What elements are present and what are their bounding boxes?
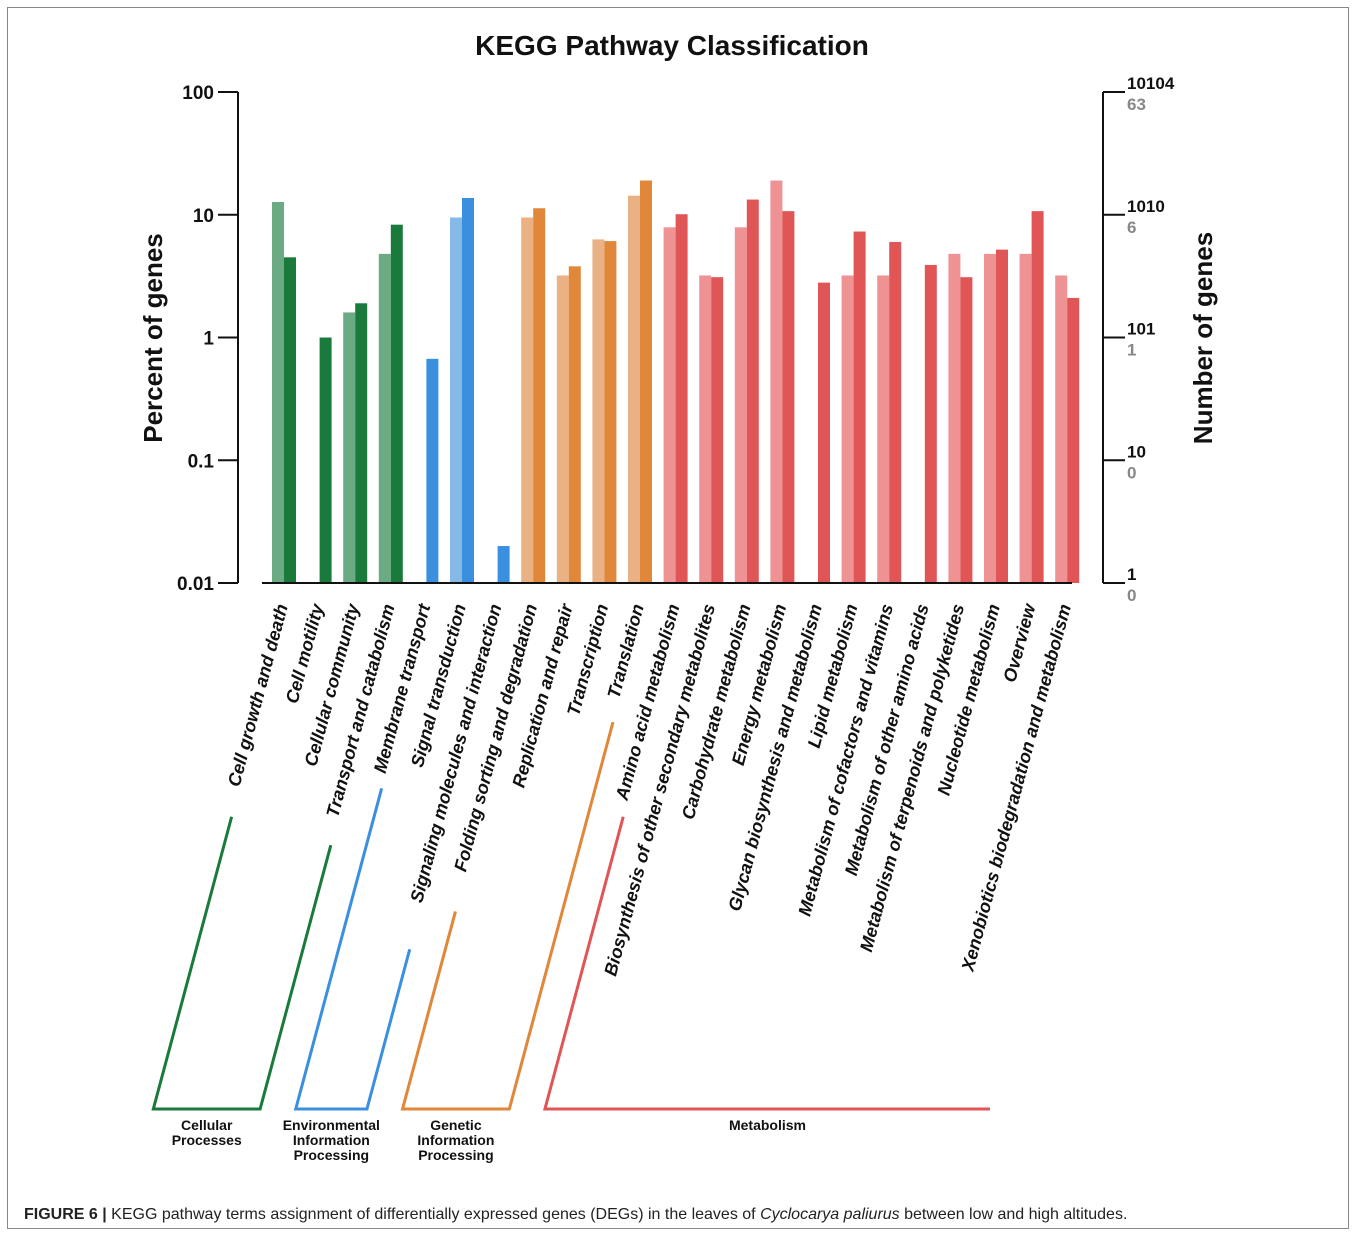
- group-bracket: [151, 816, 333, 1111]
- right-tick-label-total: 101: [1127, 320, 1155, 339]
- caption-label: FIGURE 6 |: [24, 1206, 107, 1223]
- right-tick-label-total: 10: [1127, 442, 1146, 461]
- bar: [378, 253, 391, 584]
- bar: [390, 224, 403, 583]
- group-label: Information: [293, 1132, 370, 1148]
- bar: [319, 337, 332, 583]
- caption-text-2: between low and high altitudes.: [899, 1206, 1128, 1223]
- right-tick-label-deg: 1: [1127, 341, 1136, 360]
- bar: [711, 277, 724, 583]
- left-tick-label: 0.1: [188, 451, 215, 472]
- bar: [355, 303, 368, 583]
- bar: [996, 249, 1008, 583]
- group-label: Processing: [418, 1147, 493, 1163]
- left-tick-label: 1: [203, 329, 214, 350]
- bar: [1031, 211, 1044, 584]
- bar: [818, 282, 830, 583]
- bar: [877, 275, 890, 583]
- bar: [853, 231, 866, 584]
- group-label: Processing: [294, 1147, 369, 1163]
- group-label: Cellular: [181, 1117, 233, 1133]
- right-axis-title: Number of genes: [1188, 232, 1218, 444]
- bar: [699, 275, 712, 583]
- bar: [770, 180, 783, 583]
- bar: [746, 199, 759, 583]
- right-tick-label-total: 10104: [1127, 74, 1175, 93]
- bar: [462, 197, 474, 584]
- right-tick-label-total: 1: [1127, 565, 1136, 584]
- bar: [675, 214, 688, 584]
- group-label: Environmental: [283, 1117, 380, 1133]
- bar: [604, 241, 617, 583]
- bar: [734, 227, 747, 583]
- group-label: Genetic: [430, 1117, 482, 1133]
- group-label: Metabolism: [729, 1117, 806, 1133]
- bar: [521, 217, 534, 583]
- caption-species: Cyclocarya paliurus: [760, 1206, 900, 1223]
- bar: [889, 241, 902, 583]
- figure-caption: FIGURE 6 | KEGG pathway terms assignment…: [24, 1206, 1127, 1224]
- right-tick-label-deg: 6: [1127, 218, 1136, 237]
- category-label: Cell growth and death: [224, 602, 292, 789]
- group-bracket: [542, 816, 990, 1111]
- bar: [841, 275, 854, 583]
- bar: [924, 264, 937, 583]
- bar: [960, 277, 973, 583]
- chart-title: KEGG Pathway Classification: [475, 30, 869, 61]
- bar: [343, 312, 356, 583]
- left-axis-title: Percent of genes: [138, 233, 168, 443]
- bar: [533, 208, 546, 583]
- left-tick-label: 10: [193, 206, 214, 227]
- bar: [984, 253, 996, 584]
- bar: [284, 257, 296, 583]
- left-tick-label: 100: [182, 83, 214, 104]
- caption-text-1: KEGG pathway terms assignment of differe…: [106, 1206, 761, 1223]
- bar: [782, 211, 795, 584]
- bar: [948, 253, 961, 584]
- bar: [663, 227, 676, 583]
- right-tick-label-deg: 0: [1127, 586, 1136, 605]
- left-tick-label: 0.01: [177, 574, 214, 595]
- right-tick-label-deg: 0: [1127, 463, 1136, 482]
- bar: [272, 202, 284, 583]
- bar: [568, 266, 581, 583]
- bar: [1055, 275, 1068, 583]
- bar: [640, 180, 652, 583]
- figure-frame: [7, 7, 1349, 1229]
- bar: [450, 217, 462, 583]
- bar: [592, 239, 605, 583]
- right-tick-label-total: 1010: [1127, 197, 1165, 216]
- group-label: Information: [417, 1132, 494, 1148]
- category-label: Overview: [999, 601, 1039, 684]
- right-tick-label-deg: 63: [1127, 95, 1146, 114]
- bar: [426, 358, 439, 583]
- bar: [1067, 297, 1080, 583]
- bar: [628, 195, 640, 583]
- group-label: Processes: [172, 1132, 242, 1148]
- group-bracket: [293, 788, 412, 1111]
- group-bracket: [400, 721, 615, 1111]
- bar: [1019, 253, 1032, 584]
- bar: [497, 546, 510, 583]
- bar: [556, 275, 569, 583]
